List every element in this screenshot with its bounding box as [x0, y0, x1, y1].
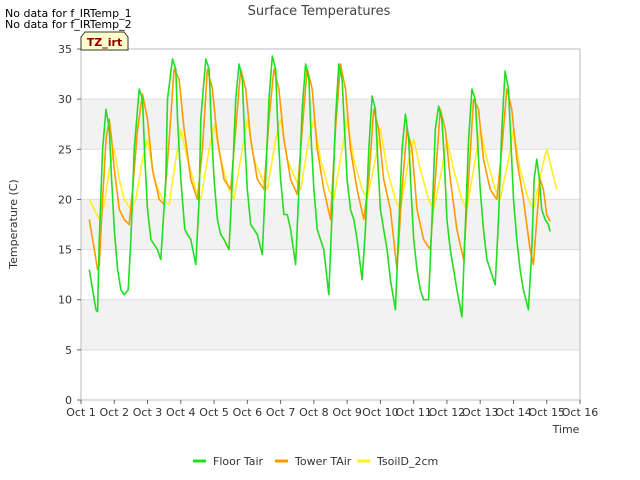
y-tick-label-5: 5: [65, 344, 72, 357]
y-axis-label: Temperature (C): [7, 179, 20, 269]
tz-irt-badge: TZ_irt: [80, 31, 129, 51]
legend-label-floor-tair: Floor Tair: [213, 455, 264, 468]
tz-irt-badge-label: TZ_irt: [87, 36, 122, 49]
x-tick-label-1: Oct 2: [100, 406, 130, 419]
x-tick-label-13: Oct 14: [495, 406, 532, 419]
y-tick-label-35: 35: [58, 43, 72, 56]
x-tick-label-8: Oct 9: [332, 406, 362, 419]
y-tick-label-0: 0: [65, 394, 72, 407]
x-tick-label-4: Oct 5: [199, 406, 229, 419]
x-tick-label-15: Oct 16: [562, 406, 599, 419]
series-line-floor-tair: [88, 55, 551, 318]
band-5-10: [81, 299, 580, 350]
x-axis-label: Time: [552, 423, 580, 436]
background-bands: [81, 99, 580, 350]
x-tick-label-7: Oct 8: [299, 406, 329, 419]
x-axis-ticks: Oct 1 Oct 2 Oct 3 Oct 4 Oct 5 Oct 6 Oct 7 Oct 8…: [66, 400, 598, 419]
y-tick-label-25: 25: [58, 143, 72, 156]
legend: Floor Tair Tower TAir TsoilD_2cm: [193, 455, 438, 468]
y-tick-label-30: 30: [58, 93, 72, 106]
x-tick-label-3: Oct 4: [166, 406, 196, 419]
plot-frame: [80, 48, 581, 401]
y-tick-label-15: 15: [58, 244, 72, 257]
x-tick-label-0: Oct 1: [66, 406, 96, 419]
x-tick-label-12: Oct 13: [462, 406, 499, 419]
series-line-tower-tair: [88, 63, 551, 271]
y-tick-label-20: 20: [58, 193, 72, 206]
x-tick-label-2: Oct 3: [133, 406, 163, 419]
x-tick-label-5: Oct 6: [233, 406, 263, 419]
legend-label-tower-tair: Tower TAir: [294, 455, 352, 468]
y-tick-label-10: 10: [58, 294, 72, 307]
x-tick-label-11: Oct 12: [429, 406, 466, 419]
x-tick-label-14: Oct 15: [528, 406, 565, 419]
x-tick-label-10: Oct 11: [395, 406, 432, 419]
series-lines: [88, 55, 558, 318]
no-data-note-1: No data for f_IRTemp_1: [5, 7, 132, 20]
no-data-note-2: No data for f_IRTemp_2: [5, 18, 132, 31]
band-25-30: [81, 99, 580, 150]
y-axis-ticks: 0 5 10 15 20 25 30 35: [58, 43, 81, 407]
chart-title: Surface Temperatures: [248, 4, 391, 19]
legend-label-tsoild-2cm: TsoilD_2cm: [376, 455, 438, 468]
x-tick-label-9: Oct 10: [362, 406, 399, 419]
x-tick-label-6: Oct 7: [266, 406, 296, 419]
